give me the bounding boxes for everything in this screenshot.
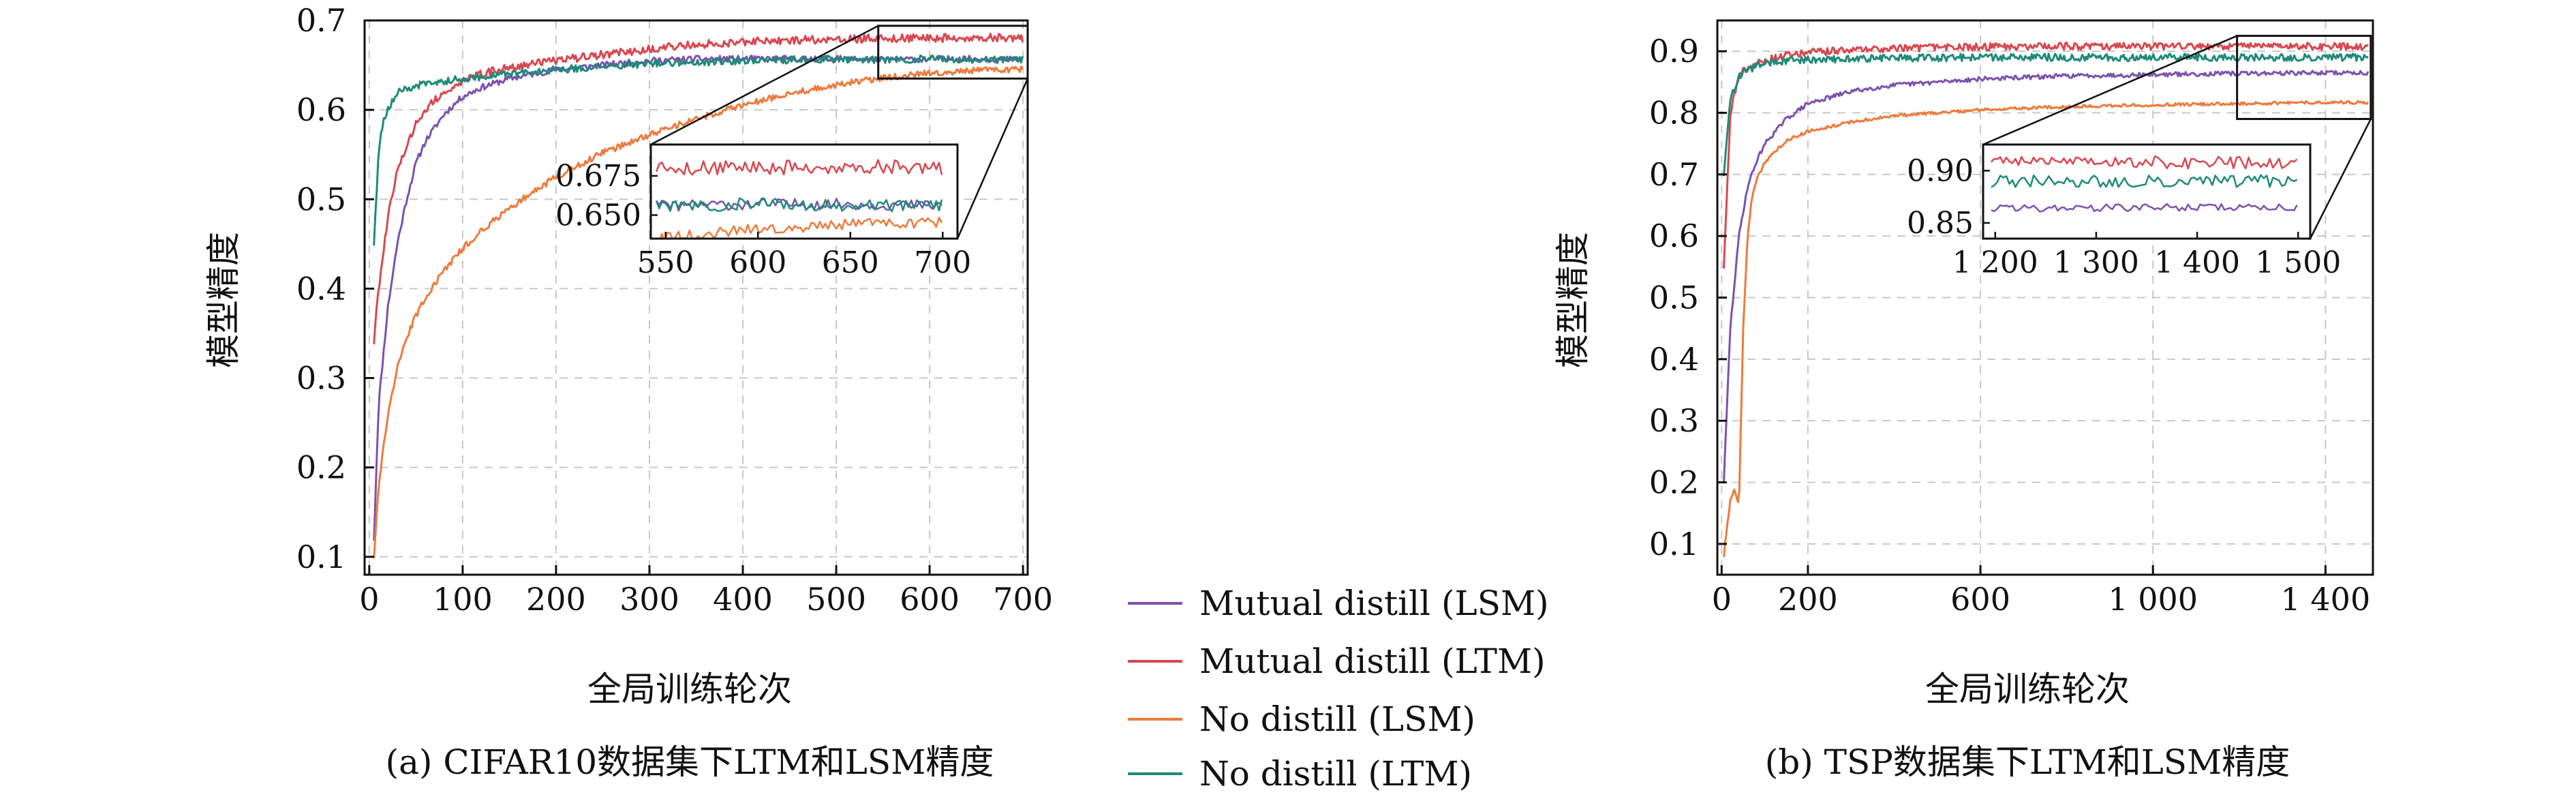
series-group-a bbox=[373, 32, 1024, 559]
inset-x-tick-label-b-3: 1 500 bbox=[2255, 245, 2341, 280]
inset-y-tick-label-b-0: 0.85 bbox=[1907, 206, 1974, 241]
zoom-region-b bbox=[2236, 35, 2372, 121]
caption-b: (b) TSP数据集下LTM和LSM精度 bbox=[1765, 742, 2290, 782]
zoom-connector-right-b bbox=[2309, 118, 2372, 239]
legend: Mutual distill (LSM) Mutual distill (LTM… bbox=[1128, 584, 1549, 794]
inset-series-line-b-ltm_mutual bbox=[1990, 155, 2298, 170]
y-tick-label-a-3: 0.4 bbox=[296, 270, 346, 307]
x-axis-title-a: 全局训练轮次 bbox=[587, 669, 792, 709]
series-line-b-lsm_mutual bbox=[1723, 70, 2370, 484]
inset-series-line-a-ltm_no bbox=[655, 197, 943, 213]
x-tick-label-a-7: 700 bbox=[993, 581, 1053, 618]
zoom-region-a bbox=[877, 25, 1029, 80]
inset-series-group-a bbox=[655, 159, 943, 239]
plot-frame-a bbox=[363, 19, 1029, 576]
inset-series-line-a-lsm_no bbox=[655, 216, 943, 239]
inset-background-a bbox=[651, 145, 957, 239]
inset-y-tick-label-a-0: 0.650 bbox=[555, 198, 641, 233]
x-tick-label-a-0: 0 bbox=[359, 581, 379, 618]
series-line-b-ltm_mutual bbox=[1723, 42, 2370, 269]
zoom-connector-right-a bbox=[956, 78, 1029, 239]
series-line-a-ltm_no bbox=[373, 55, 1024, 246]
x-tick-label-a-5: 500 bbox=[806, 581, 866, 618]
y-tick-label-a-0: 0.1 bbox=[296, 539, 346, 575]
inset-x-tick-label-b-2: 1 400 bbox=[2154, 245, 2240, 280]
x-tick-label-a-2: 200 bbox=[526, 581, 586, 618]
x-tick-label-b-4: 1 400 bbox=[2281, 581, 2371, 618]
series-line-a-lsm_no bbox=[373, 65, 1024, 559]
y-tick-label-b-8: 0.9 bbox=[1649, 33, 1699, 70]
legend-label-lsm-no: No distill (LSM) bbox=[1199, 699, 1475, 739]
chart-panel-a: 0 100 200 300 400 500 600 700 0.1 0.2 0.3 0.4 0.5 0.6… bbox=[296, 2, 1053, 618]
x-tick-label-a-3: 300 bbox=[619, 581, 679, 618]
y-tick-label-a-2: 0.3 bbox=[296, 360, 346, 397]
x-tick-label-b-2: 600 bbox=[1950, 581, 2010, 618]
x-tick-label-b-0: 0 bbox=[1712, 581, 1732, 618]
legend-label-ltm-mutual: Mutual distill (LTM) bbox=[1199, 642, 1546, 681]
inset-frame-b bbox=[1982, 143, 2312, 240]
y-tick-label-a-5: 0.6 bbox=[296, 91, 346, 128]
inset-series-group-b bbox=[1990, 155, 2298, 213]
legend-label-ltm-no: No distill (LTM) bbox=[1199, 754, 1472, 794]
y-tick-label-b-5: 0.6 bbox=[1649, 217, 1699, 254]
y-tick-label-a-1: 0.2 bbox=[296, 449, 346, 486]
legend-label-lsm-mutual: Mutual distill (LSM) bbox=[1199, 584, 1549, 623]
zoom-connector-left-a bbox=[650, 25, 879, 146]
y-tick-label-b-4: 0.5 bbox=[1649, 280, 1699, 316]
chart-panel-b: 0 200 600 1 000 1 400 0.1 0.2 0.3 0.4 0.5 0.6 0.7 0.… bbox=[1649, 19, 2374, 618]
zoom-connector-left-b bbox=[1982, 35, 2238, 146]
x-tick-label-b-3: 1 000 bbox=[2108, 581, 2198, 618]
inset-series-line-b-lsm_mutual bbox=[1991, 202, 2298, 213]
y-tick-label-b-0: 0.1 bbox=[1649, 526, 1699, 562]
x-tick-label-a-6: 600 bbox=[900, 581, 960, 618]
y-axis-title-b: 模型精度 bbox=[1553, 232, 1593, 368]
x-tick-label-b-1: 200 bbox=[1778, 581, 1838, 618]
inset-series-line-a-ltm_mutual bbox=[655, 159, 943, 176]
y-tick-label-b-7: 0.8 bbox=[1649, 95, 1699, 132]
x-tick-label-a-1: 100 bbox=[433, 581, 493, 618]
inset-series-line-b-ltm_no bbox=[1991, 174, 2298, 188]
inset-y-tick-label-b-1: 0.90 bbox=[1907, 153, 1974, 188]
series-group-b bbox=[1723, 42, 2370, 558]
inset-y-tick-label-a-1: 0.675 bbox=[555, 159, 641, 194]
y-tick-label-b-3: 0.4 bbox=[1649, 341, 1699, 378]
inset-x-tick-label-b-0: 1 200 bbox=[1952, 245, 2038, 280]
y-tick-label-a-4: 0.5 bbox=[296, 181, 346, 217]
inset-x-tick-label-a-2: 650 bbox=[822, 245, 879, 280]
caption-a: (a) CIFAR10数据集下LTM和LSM精度 bbox=[386, 742, 994, 782]
inset-x-tick-label-b-1: 1 300 bbox=[2053, 245, 2139, 280]
y-tick-label-a-6: 0.7 bbox=[296, 2, 346, 39]
inset-x-tick-label-a-1: 600 bbox=[729, 245, 786, 280]
inset-x-tick-label-a-3: 700 bbox=[914, 245, 971, 280]
y-tick-label-b-6: 0.7 bbox=[1649, 156, 1699, 193]
y-tick-label-b-1: 0.2 bbox=[1649, 464, 1699, 501]
inset-x-tick-label-a-0: 550 bbox=[637, 245, 694, 280]
inset-frame-a bbox=[649, 143, 959, 240]
y-axis-title-a: 模型精度 bbox=[204, 232, 243, 368]
x-axis-title-b: 全局训练轮次 bbox=[1925, 669, 2130, 709]
series-line-a-lsm_mutual bbox=[373, 55, 1024, 541]
series-line-b-lsm_no bbox=[1723, 100, 2370, 558]
series-line-b-ltm_no bbox=[1723, 52, 2369, 177]
y-tick-label-b-2: 0.3 bbox=[1649, 402, 1699, 439]
x-tick-label-a-4: 400 bbox=[713, 581, 773, 618]
